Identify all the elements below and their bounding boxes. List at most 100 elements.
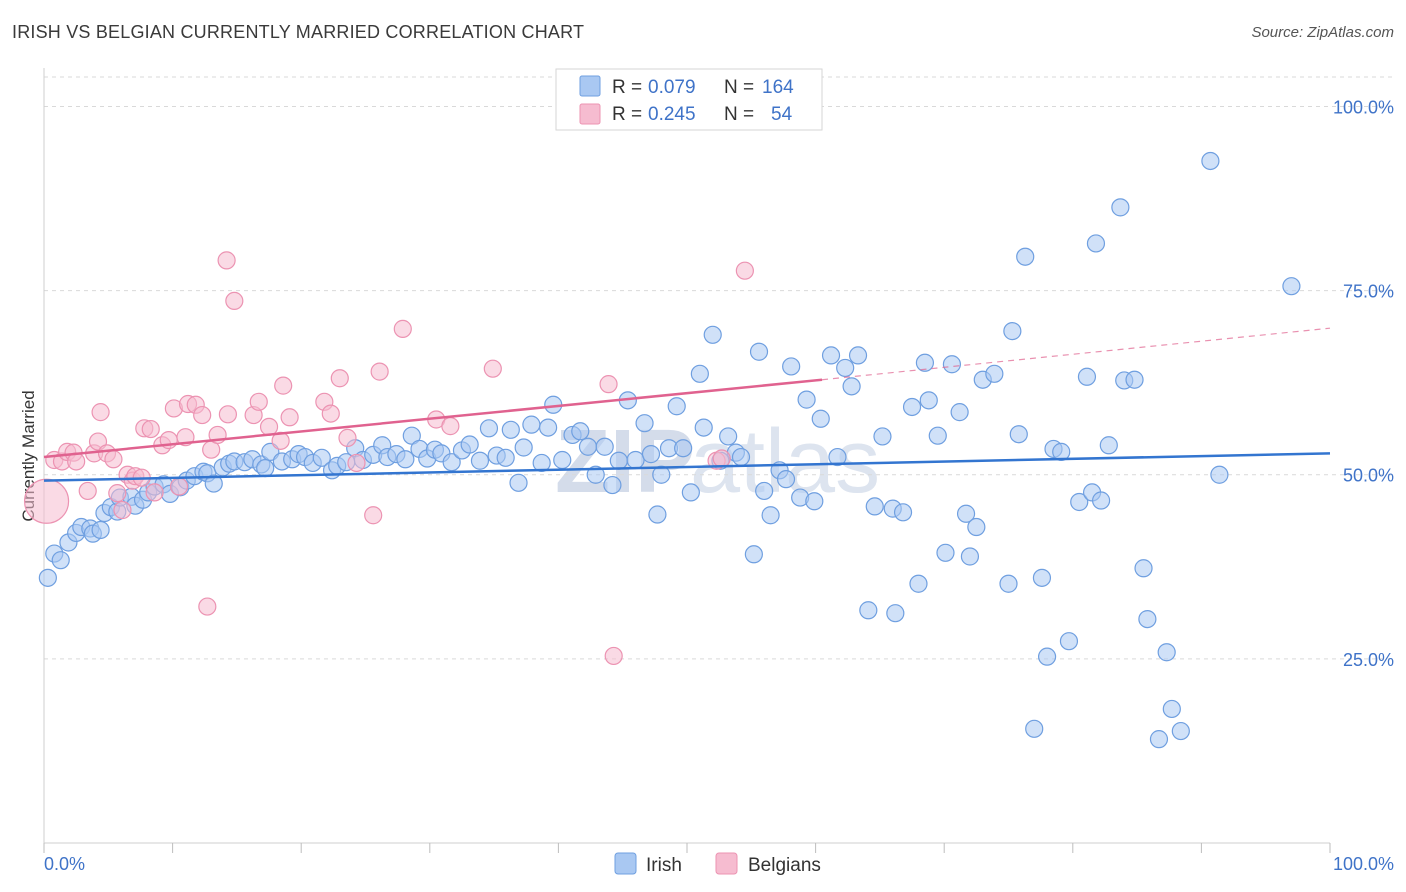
bottom-legend-label-belgians: Belgians — [748, 855, 821, 876]
irish-point-94 — [744, 545, 763, 564]
irish-point-69 — [553, 450, 572, 470]
belgian-point-36 — [249, 392, 268, 411]
irish-point-102 — [797, 390, 816, 409]
irish-point-63 — [509, 473, 528, 492]
irish-point-78 — [626, 450, 645, 470]
bottom-legend-swatch-belgians — [715, 852, 738, 875]
legend-belgians-r-label: R = — [612, 104, 642, 125]
y-tick-label-3: 100.0% — [1333, 97, 1394, 117]
irish-point-139 — [1070, 492, 1089, 512]
belgian-point-45 — [347, 453, 366, 473]
irish-point-140 — [1077, 367, 1097, 386]
legend-swatch-irish — [579, 75, 601, 97]
irish-point-117 — [909, 574, 928, 593]
belgian-point-9 — [91, 403, 110, 422]
belgian-point-51 — [483, 359, 502, 378]
irish-point-150 — [1149, 730, 1169, 749]
belgian-point-44 — [338, 428, 357, 448]
series-belgians-points — [23, 251, 754, 666]
stats-legend: R = 0.079 N = 164 R = 0.245 N = 54 — [555, 68, 823, 131]
y-tick-label-0: 25.0% — [1343, 650, 1394, 670]
grid-lines — [44, 76, 1394, 660]
irish-point-106 — [828, 447, 847, 467]
x-axis-ticks — [43, 843, 1331, 853]
belgian-point-28 — [193, 405, 212, 425]
irish-point-89 — [703, 325, 722, 344]
irish-point-144 — [1099, 436, 1118, 455]
belgian-point-29 — [198, 597, 217, 616]
legend-belgians-n-label: N = — [724, 104, 754, 125]
belgian-point-47 — [370, 362, 389, 381]
irish-point-72 — [578, 437, 598, 456]
belgian-point-48 — [393, 319, 412, 338]
irish-point-145 — [1111, 198, 1130, 217]
irish-point-55 — [442, 453, 461, 472]
irish-point-128 — [985, 364, 1004, 383]
belgian-point-0 — [23, 478, 70, 524]
trend-lines — [43, 327, 1331, 482]
irish-point-107 — [836, 358, 855, 378]
irish-point-114 — [886, 604, 905, 623]
irish-point-8 — [91, 520, 110, 540]
irish-point-126 — [967, 517, 986, 537]
irish-point-119 — [919, 391, 938, 410]
belgian-point-56 — [735, 261, 754, 280]
irish-point-129 — [999, 574, 1018, 593]
irish-point-138 — [1059, 632, 1079, 651]
irish-point-59 — [479, 419, 499, 438]
irish-point-103 — [805, 492, 824, 511]
belgian-point-53 — [604, 646, 623, 666]
irish-point-75 — [603, 475, 622, 495]
irish-point-112 — [873, 427, 892, 446]
irish-point-79 — [635, 414, 654, 433]
legend-irish-r-value: 0.079 — [648, 77, 696, 98]
irish-point-95 — [749, 342, 769, 361]
irish-point-148 — [1134, 559, 1153, 578]
belgian-point-13 — [113, 500, 132, 520]
irish-point-0 — [38, 568, 57, 587]
irish-point-66 — [532, 453, 551, 473]
legend-belgians-n-value: 54 — [771, 104, 793, 125]
irish-point-147 — [1125, 370, 1144, 389]
y-axis-tick-labels: 25.0% 50.0% 75.0% 100.0% — [1333, 97, 1394, 669]
irish-point-88 — [694, 418, 713, 437]
irish-point-74 — [595, 437, 614, 456]
irish-point-130 — [1003, 322, 1022, 341]
irish-point-62 — [501, 420, 520, 439]
irish-point-67 — [539, 418, 558, 437]
irish-point-91 — [719, 427, 738, 446]
irish-point-49 — [396, 450, 415, 469]
bottom-legend-swatch-irish — [614, 852, 637, 875]
irish-point-132 — [1016, 247, 1035, 266]
belgian-point-12 — [108, 484, 127, 503]
belgian-point-11 — [104, 450, 123, 469]
irish-point-111 — [865, 497, 884, 516]
irish-point-108 — [842, 377, 861, 396]
irish-point-85 — [674, 439, 693, 458]
irish-point-149 — [1138, 609, 1157, 629]
irish-point-64 — [514, 438, 533, 457]
belgian-point-55 — [712, 449, 731, 468]
belgian-point-19 — [141, 419, 160, 439]
bottom-legend-label-irish: Irish — [646, 855, 682, 876]
irish-trend-line — [43, 452, 1331, 482]
irish-point-122 — [942, 355, 962, 374]
belgian-point-24 — [169, 477, 189, 496]
belgian-point-37 — [259, 417, 279, 436]
irish-point-105 — [821, 346, 841, 365]
irish-point-58 — [470, 451, 490, 470]
belgian-point-43 — [330, 369, 349, 388]
x-tick-label-max: 100.0% — [1333, 854, 1394, 874]
irish-point-109 — [848, 346, 868, 365]
belgian-point-39 — [274, 376, 293, 395]
legend-irish-n-label: N = — [724, 77, 754, 98]
irish-point-154 — [1201, 151, 1220, 171]
irish-point-71 — [571, 422, 590, 441]
irish-point-137 — [1052, 442, 1071, 461]
legend-irish-n-value: 164 — [762, 77, 794, 98]
belgian-point-6 — [78, 481, 97, 501]
y-tick-label-1: 50.0% — [1343, 466, 1394, 486]
irish-point-115 — [893, 503, 913, 522]
irish-point-96 — [755, 481, 774, 501]
